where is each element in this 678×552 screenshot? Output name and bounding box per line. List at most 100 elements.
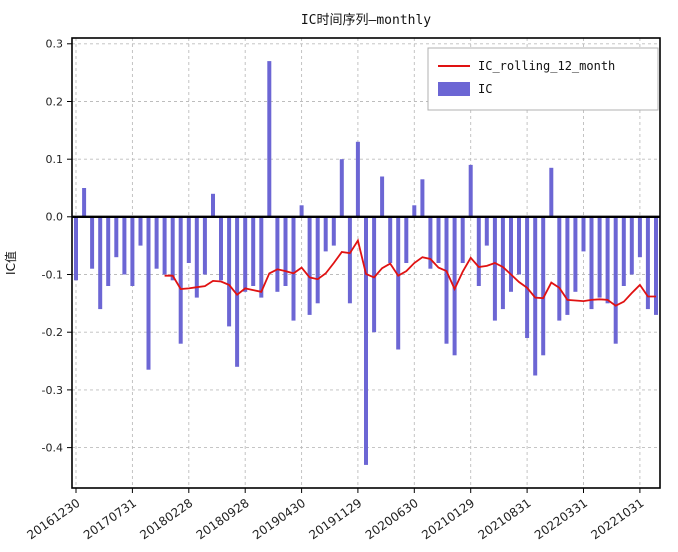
y-tick-label: 0.3: [46, 38, 64, 51]
ic-bar: [283, 216, 288, 286]
ic-bar: [227, 216, 232, 327]
ic-bar: [211, 193, 215, 217]
x-tick-label: 20161230: [24, 496, 82, 543]
ic-bar: [492, 216, 497, 321]
ic-bar: [654, 216, 658, 315]
y-tick-label: 0.2: [46, 95, 64, 108]
ic-bar: [388, 216, 393, 263]
ic-bar: [565, 216, 570, 315]
ic-bar: [355, 141, 360, 217]
ic-bar: [525, 216, 530, 338]
plot-border: [71, 37, 661, 489]
ic-bar: [500, 216, 505, 310]
ic-bar: [347, 216, 352, 304]
ic-bar: [573, 216, 578, 292]
ic-bar: [299, 205, 304, 217]
x-tick-label: 20180928: [194, 496, 252, 543]
legend-label-rolling: IC_rolling_12_month: [478, 59, 615, 73]
y-tick-label: -0.2: [42, 326, 63, 339]
plot-content: 0.3 0.2 0.1 0.0 -0.1 -0.2 -0.3 -0.4 201612302017…: [24, 38, 660, 543]
ic-bar: [412, 205, 417, 217]
legend-bar-swatch: [438, 82, 470, 96]
y-tick-label: -0.3: [42, 384, 63, 397]
chart-title: IC时间序列—monthly: [301, 13, 431, 28]
legend-box: [427, 47, 659, 111]
x-tick-label: 20190430: [250, 496, 308, 543]
ic-bar: [114, 216, 119, 258]
ic-bar: [178, 216, 183, 344]
ic-bar: [444, 216, 449, 344]
ic-bar: [162, 216, 167, 275]
y-axis-label: IC值: [3, 251, 18, 275]
ic-bar: [549, 167, 554, 217]
ic-bar: [468, 164, 473, 217]
legend-label-ic: IC: [478, 82, 492, 96]
ic-bar: [420, 179, 425, 217]
ic-bar: [436, 216, 441, 263]
ic-bar: [130, 216, 135, 286]
x-tick-label: 20170731: [81, 496, 139, 543]
y-tick-label: -0.4: [42, 441, 63, 454]
ic-bar: [533, 216, 538, 376]
ic-bar: [509, 216, 513, 292]
ic-bar: [339, 159, 344, 217]
ic-bar: [404, 216, 409, 263]
ic-bar: [106, 216, 111, 286]
ic-bar: [170, 216, 175, 281]
ic-bar: [259, 216, 264, 298]
ic-bar: [589, 216, 594, 310]
ic-bar: [186, 216, 191, 263]
ic-bar: [251, 216, 256, 286]
rolling-12m-line: [164, 238, 656, 307]
x-tick-label: 20210831: [476, 496, 534, 543]
ic-bar: [605, 216, 610, 304]
ic-bar: [74, 216, 78, 281]
ic-bar: [315, 216, 320, 304]
ic-bar: [267, 61, 272, 217]
ic-bar: [484, 216, 489, 246]
ic-bar: [645, 216, 650, 310]
ic-bar: [428, 216, 433, 269]
ic-bar: [202, 216, 207, 275]
ic-bar: [557, 216, 562, 321]
ic-bar: [396, 216, 401, 350]
ic-bar: [372, 216, 377, 333]
ic-bar: [307, 216, 312, 315]
ic-bar: [581, 216, 586, 252]
chart-legend: IC_rolling_12_month IC: [427, 47, 659, 111]
y-tick-label: -0.1: [42, 268, 63, 281]
ic-bar: [621, 216, 626, 286]
ic-bar: [517, 216, 521, 275]
ic-bar: [235, 216, 240, 367]
ic-bar: [122, 216, 127, 275]
ic-bar: [323, 216, 328, 252]
ic-bar: [597, 216, 602, 298]
ic-bar: [476, 216, 481, 286]
x-tick-label: 20191129: [306, 496, 364, 543]
ic-bar: [541, 216, 546, 356]
y-tick-label: 0.0: [46, 211, 64, 224]
ic-bar: [364, 216, 368, 465]
ic-bar: [219, 216, 223, 281]
ic-bar: [331, 216, 336, 246]
x-tick-label: 20220331: [532, 496, 590, 543]
ic-bar: [98, 216, 103, 310]
ic-bar: [629, 216, 634, 275]
x-tick-label: 20221031: [588, 496, 646, 543]
ic-bar: [637, 216, 642, 258]
ic-bar: [90, 216, 95, 269]
ic-bar: [154, 216, 159, 269]
ic-bar: [613, 216, 618, 344]
ic-bar: [452, 216, 457, 356]
x-tick-label: 20180228: [137, 496, 195, 543]
ic-bar: [146, 216, 151, 370]
ic-bar: [243, 216, 248, 292]
ic-bar: [380, 176, 385, 217]
ic-bar: [82, 188, 87, 217]
ic-bar: [138, 216, 143, 246]
ic-bar: [194, 216, 199, 298]
x-tick-label: 20200630: [363, 496, 421, 543]
ic-bar: [460, 216, 465, 263]
